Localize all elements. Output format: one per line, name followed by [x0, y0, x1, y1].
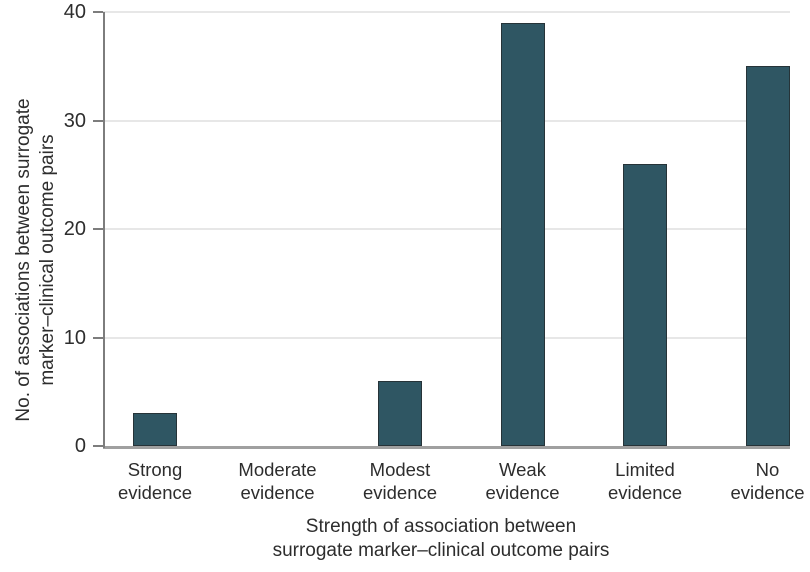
- category-label-line: evidence: [240, 482, 315, 503]
- category-label-moderate-evidence: Moderate evidence: [218, 458, 338, 504]
- y-axis-tick: [93, 445, 103, 447]
- category-label-line: Weak: [499, 459, 546, 480]
- gridline: [103, 336, 790, 339]
- x-axis-line: [103, 446, 790, 449]
- gridline: [103, 228, 790, 230]
- gridline: [103, 119, 790, 122]
- category-label-line: evidence: [607, 482, 683, 503]
- y-axis-tick: [93, 336, 103, 339]
- category-label-line: No: [755, 459, 780, 480]
- category-label-line: Limited: [615, 459, 675, 480]
- y-axis-title-line2: marker–clinical outcome pairs: [37, 134, 58, 386]
- x-axis-title: Strength of association between surrogat…: [101, 515, 781, 563]
- bar-modest-evidence: [378, 380, 422, 446]
- category-label-line: Strong: [127, 459, 183, 480]
- y-axis-tick: [93, 119, 103, 122]
- category-label-modest-evidence: Modest evidence: [340, 458, 460, 504]
- bar-strong-evidence: [133, 413, 177, 446]
- category-label-strong-evidence: Strong evidence: [95, 458, 215, 504]
- gridline: [103, 11, 790, 13]
- y-tick-label: 30: [63, 109, 86, 132]
- y-tick-label: 20: [63, 218, 86, 240]
- y-axis-title-line1: No. of associations between surrogate: [13, 98, 34, 422]
- category-label-line: Modest: [369, 459, 431, 480]
- y-tick-label: 0: [74, 435, 86, 457]
- y-axis-tick: [93, 11, 103, 13]
- y-tick-label: 10: [63, 326, 86, 349]
- x-axis-title-line1: Strength of association between: [305, 516, 577, 537]
- bar-limited-evidence: [623, 163, 667, 446]
- y-axis-tick: [93, 228, 103, 230]
- bar-weak-evidence: [500, 22, 545, 446]
- category-label-weak-evidence: Weak evidence: [463, 458, 583, 504]
- category-label-line: evidence: [117, 482, 193, 503]
- y-tick-label: 40: [63, 1, 86, 23]
- category-label-limited-evidence: Limited evidence: [585, 458, 705, 504]
- category-label-line: evidence: [362, 482, 438, 503]
- x-axis-title-line2: surrogate marker–clinical outcome pairs: [272, 540, 610, 561]
- category-label-no-evidence: No evidence: [708, 458, 810, 504]
- bar-no-evidence: [745, 66, 790, 446]
- category-label-line: Moderate: [238, 459, 317, 480]
- y-axis-line: [103, 12, 105, 448]
- category-label-line: evidence: [485, 482, 560, 503]
- category-label-line: evidence: [730, 482, 805, 503]
- y-axis-title: No. of associations between surrogate ma…: [12, 40, 64, 480]
